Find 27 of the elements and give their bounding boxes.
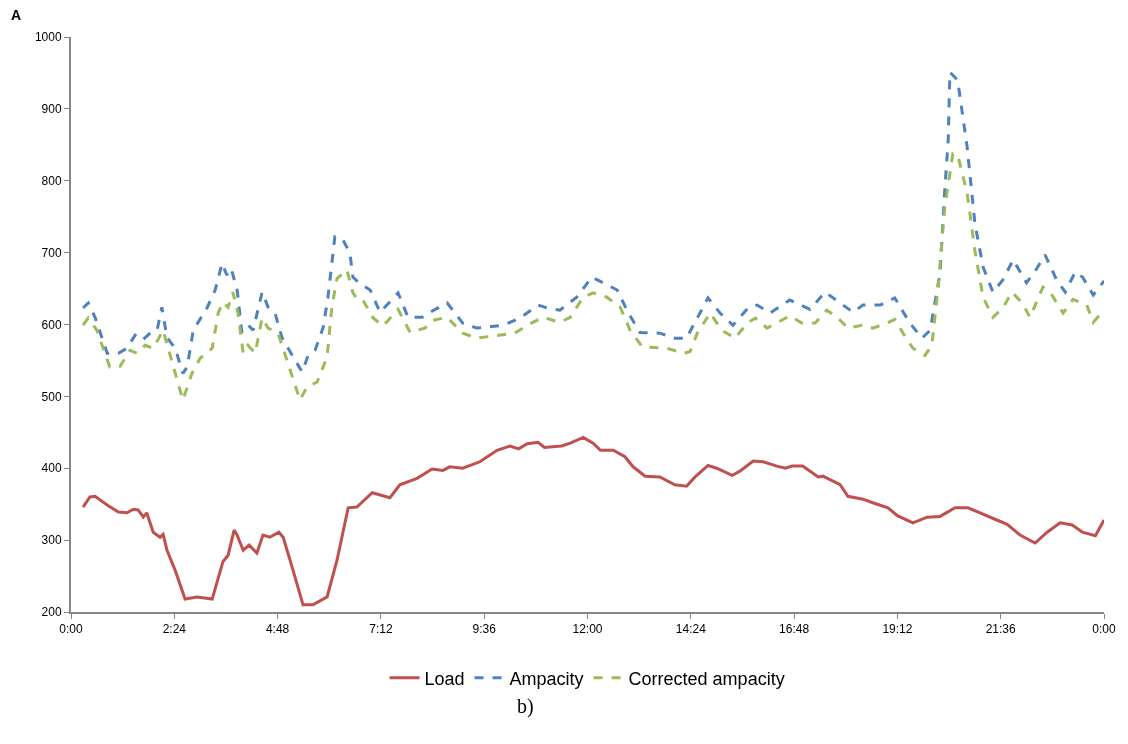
x-tick-label: 14:24 bbox=[675, 622, 707, 637]
line-series bbox=[81, 435, 1104, 607]
x-tick-label: 9:36 bbox=[472, 622, 497, 637]
y-tick-label: 600 bbox=[41, 317, 62, 332]
legend-label: Corrected ampacity bbox=[628, 668, 785, 689]
y-tick-label: 700 bbox=[41, 245, 62, 260]
x-tick-label: 7:12 bbox=[369, 622, 393, 637]
legend-label: Load bbox=[424, 668, 465, 689]
y-tick-label: 1000 bbox=[34, 30, 62, 45]
x-tick-label: 4:48 bbox=[265, 622, 290, 637]
x-tick-label: 0:00 bbox=[1092, 622, 1116, 637]
x-tick-label: 19:12 bbox=[882, 622, 913, 637]
x-tick-label: 16:48 bbox=[779, 622, 810, 637]
y-tick-label: 900 bbox=[41, 102, 62, 117]
legend-label: Ampacity bbox=[509, 668, 584, 689]
line-series bbox=[81, 70, 1104, 375]
text: A bbox=[11, 7, 22, 23]
y-tick-label: 400 bbox=[41, 461, 62, 476]
x-tick-label: 2:24 bbox=[162, 622, 187, 637]
y-tick-label: 500 bbox=[41, 389, 62, 404]
y-tick-label: 200 bbox=[41, 605, 62, 620]
x-tick-label: 12:00 bbox=[572, 622, 603, 637]
x-tick-label: 21:36 bbox=[985, 622, 1017, 637]
text: b) bbox=[517, 695, 534, 718]
y-tick-label: 300 bbox=[41, 533, 62, 548]
y-tick-label: 800 bbox=[41, 173, 62, 188]
x-tick-label: 0:00 bbox=[59, 622, 83, 637]
